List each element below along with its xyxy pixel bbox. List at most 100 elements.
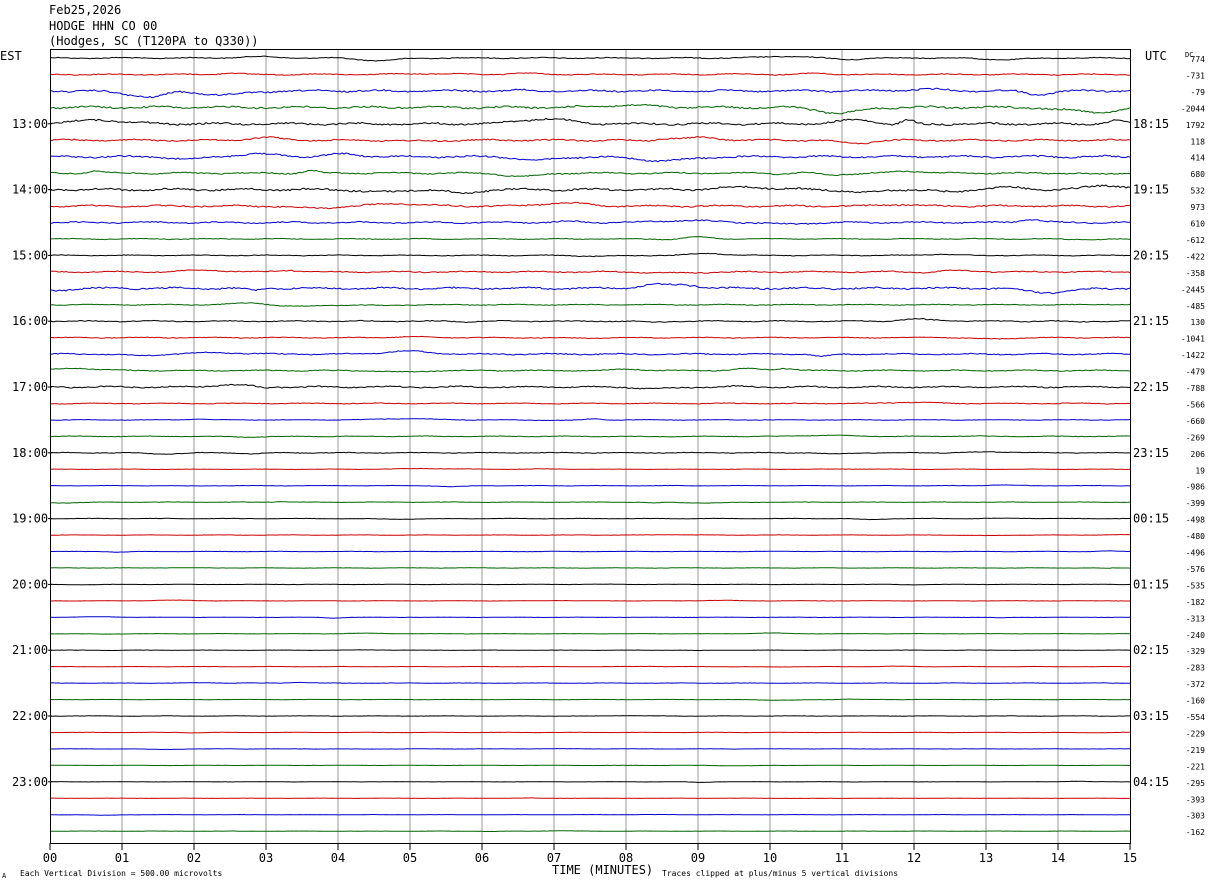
x-axis-title: TIME (MINUTES): [552, 863, 653, 877]
utc-time-label: 18:15: [1133, 117, 1169, 131]
dc-offset-label: -313: [1186, 614, 1205, 623]
dc-offset-label: 118: [1191, 137, 1206, 146]
x-tick-label-03: 03: [259, 851, 273, 865]
dc-offset-label: -554: [1186, 713, 1205, 722]
trace-line-13: [49, 252, 1130, 258]
trace-line-3: [49, 87, 1131, 99]
utc-time-label: 02:15: [1133, 643, 1169, 657]
dc-offset-label: 19: [1195, 466, 1205, 475]
trace-line-6: [49, 136, 1131, 145]
x-tick-label-13: 13: [979, 851, 993, 865]
dc-offset-label: -2044: [1181, 104, 1205, 113]
trace-line-20: [49, 367, 1131, 373]
trace-line-47: [50, 813, 1131, 816]
dc-offset-label: 206: [1191, 450, 1206, 459]
dc-offset-label: -496: [1186, 549, 1205, 558]
trace-line-31: [49, 550, 1131, 553]
trace-line-22: [49, 401, 1131, 405]
x-tick-label-15: 15: [1123, 851, 1137, 865]
dc-offset-label: -229: [1186, 729, 1205, 738]
est-time-label: 13:00: [12, 117, 48, 131]
footer-mark: A: [2, 872, 7, 880]
trace-line-4: [49, 103, 1131, 115]
trace-group: [49, 55, 1131, 833]
trace-line-38: [49, 665, 1130, 668]
utc-axis-label: UTC: [1145, 49, 1167, 63]
header-location: (Hodges, SC (T120PA to Q330)): [49, 34, 259, 48]
header-station: HODGE HHN CO 00: [49, 19, 158, 33]
dc-offset-label: -295: [1186, 779, 1205, 788]
dc-offset-label: 610: [1191, 220, 1206, 229]
est-time-label: 19:00: [12, 512, 48, 526]
dc-offset-label: -240: [1186, 631, 1205, 640]
utc-time-label: 01:15: [1133, 577, 1169, 591]
dc-offset-label: -612: [1186, 236, 1205, 245]
utc-time-label: 19:15: [1133, 183, 1169, 197]
dc-offset-label: 130: [1191, 318, 1206, 327]
trace-line-41: [49, 715, 1130, 717]
clip-note: Traces clipped at plus/minus 5 vertical …: [662, 869, 898, 878]
dc-offset-label: -1422: [1181, 351, 1205, 360]
x-tick-label-07: 07: [547, 851, 561, 865]
trace-line-17: [49, 317, 1130, 324]
x-tick-label-02: 02: [187, 851, 201, 865]
dc-offset-label: -422: [1186, 252, 1205, 261]
scale-note: Each Vertical Division = 500.00 microvol…: [20, 869, 222, 878]
dc-offset-label: -303: [1186, 812, 1205, 821]
x-tick-label-05: 05: [403, 851, 417, 865]
dc-offset-label: -160: [1186, 697, 1205, 706]
dc-offset-label: -498: [1186, 516, 1205, 525]
utc-time-label: 21:15: [1133, 314, 1169, 328]
utc-time-label: 04:15: [1133, 775, 1169, 789]
trace-line-7: [49, 152, 1131, 163]
dc-offset-label: 774: [1191, 55, 1206, 64]
dc-offset-label: -479: [1186, 368, 1205, 377]
trace-line-39: [49, 681, 1131, 684]
x-tick-label-11: 11: [835, 851, 849, 865]
trace-line-43: [49, 748, 1131, 751]
trace-line-28: [49, 501, 1131, 504]
x-tick-label-10: 10: [763, 851, 777, 865]
est-time-label: 18:00: [12, 446, 48, 460]
x-tick-label-08: 08: [619, 851, 633, 865]
dc-offset-label: -221: [1186, 762, 1205, 771]
trace-line-29: [49, 517, 1131, 521]
trace-line-32: [49, 567, 1131, 569]
est-time-label: 22:00: [12, 709, 48, 723]
trace-line-27: [50, 484, 1131, 488]
x-tick-label-04: 04: [331, 851, 345, 865]
trace-line-5: [49, 117, 1131, 126]
trace-line-21: [49, 383, 1131, 390]
dc-offset-label: -269: [1186, 433, 1205, 442]
x-tick-label-14: 14: [1051, 851, 1065, 865]
dc-offset-label: -788: [1186, 384, 1205, 393]
trace-line-45: [49, 780, 1131, 784]
trace-line-42: [50, 731, 1130, 734]
dc-offset-label: -480: [1186, 532, 1205, 541]
x-tick-label-01: 01: [115, 851, 129, 865]
trace-line-18: [50, 335, 1131, 340]
est-time-labels: 13:00 14:00 15:00 16:00 17:00 18:00 19:00 20:00…: [12, 117, 52, 789]
trace-line-36: [49, 632, 1130, 635]
dc-offset-label: -535: [1186, 581, 1205, 590]
trace-line-35: [50, 616, 1130, 619]
est-time-label: 21:00: [12, 643, 48, 657]
dc-offset-label: -485: [1186, 302, 1205, 311]
trace-line-34: [49, 599, 1130, 602]
dc-offset-label: -283: [1186, 664, 1205, 673]
x-tick-label-09: 09: [691, 851, 705, 865]
trace-line-1: [49, 55, 1131, 62]
dc-offset-label: -329: [1186, 647, 1205, 656]
trace-line-15: [49, 282, 1131, 295]
trace-line-48: [49, 830, 1130, 833]
utc-time-label: 00:15: [1133, 512, 1169, 526]
est-time-label: 14:00: [12, 183, 48, 197]
utc-time-labels: 18:15 19:15 20:15 21:15 22:15 23:15 00:15 01:15…: [1133, 117, 1169, 789]
dc-offset-label: -182: [1186, 598, 1205, 607]
dc-offset-label: -660: [1186, 417, 1205, 426]
est-time-label: 20:00: [12, 577, 48, 591]
trace-line-11: [49, 219, 1131, 225]
x-tick-label-06: 06: [475, 851, 489, 865]
trace-line-40: [49, 698, 1131, 701]
dc-offset-label: -731: [1186, 71, 1205, 80]
